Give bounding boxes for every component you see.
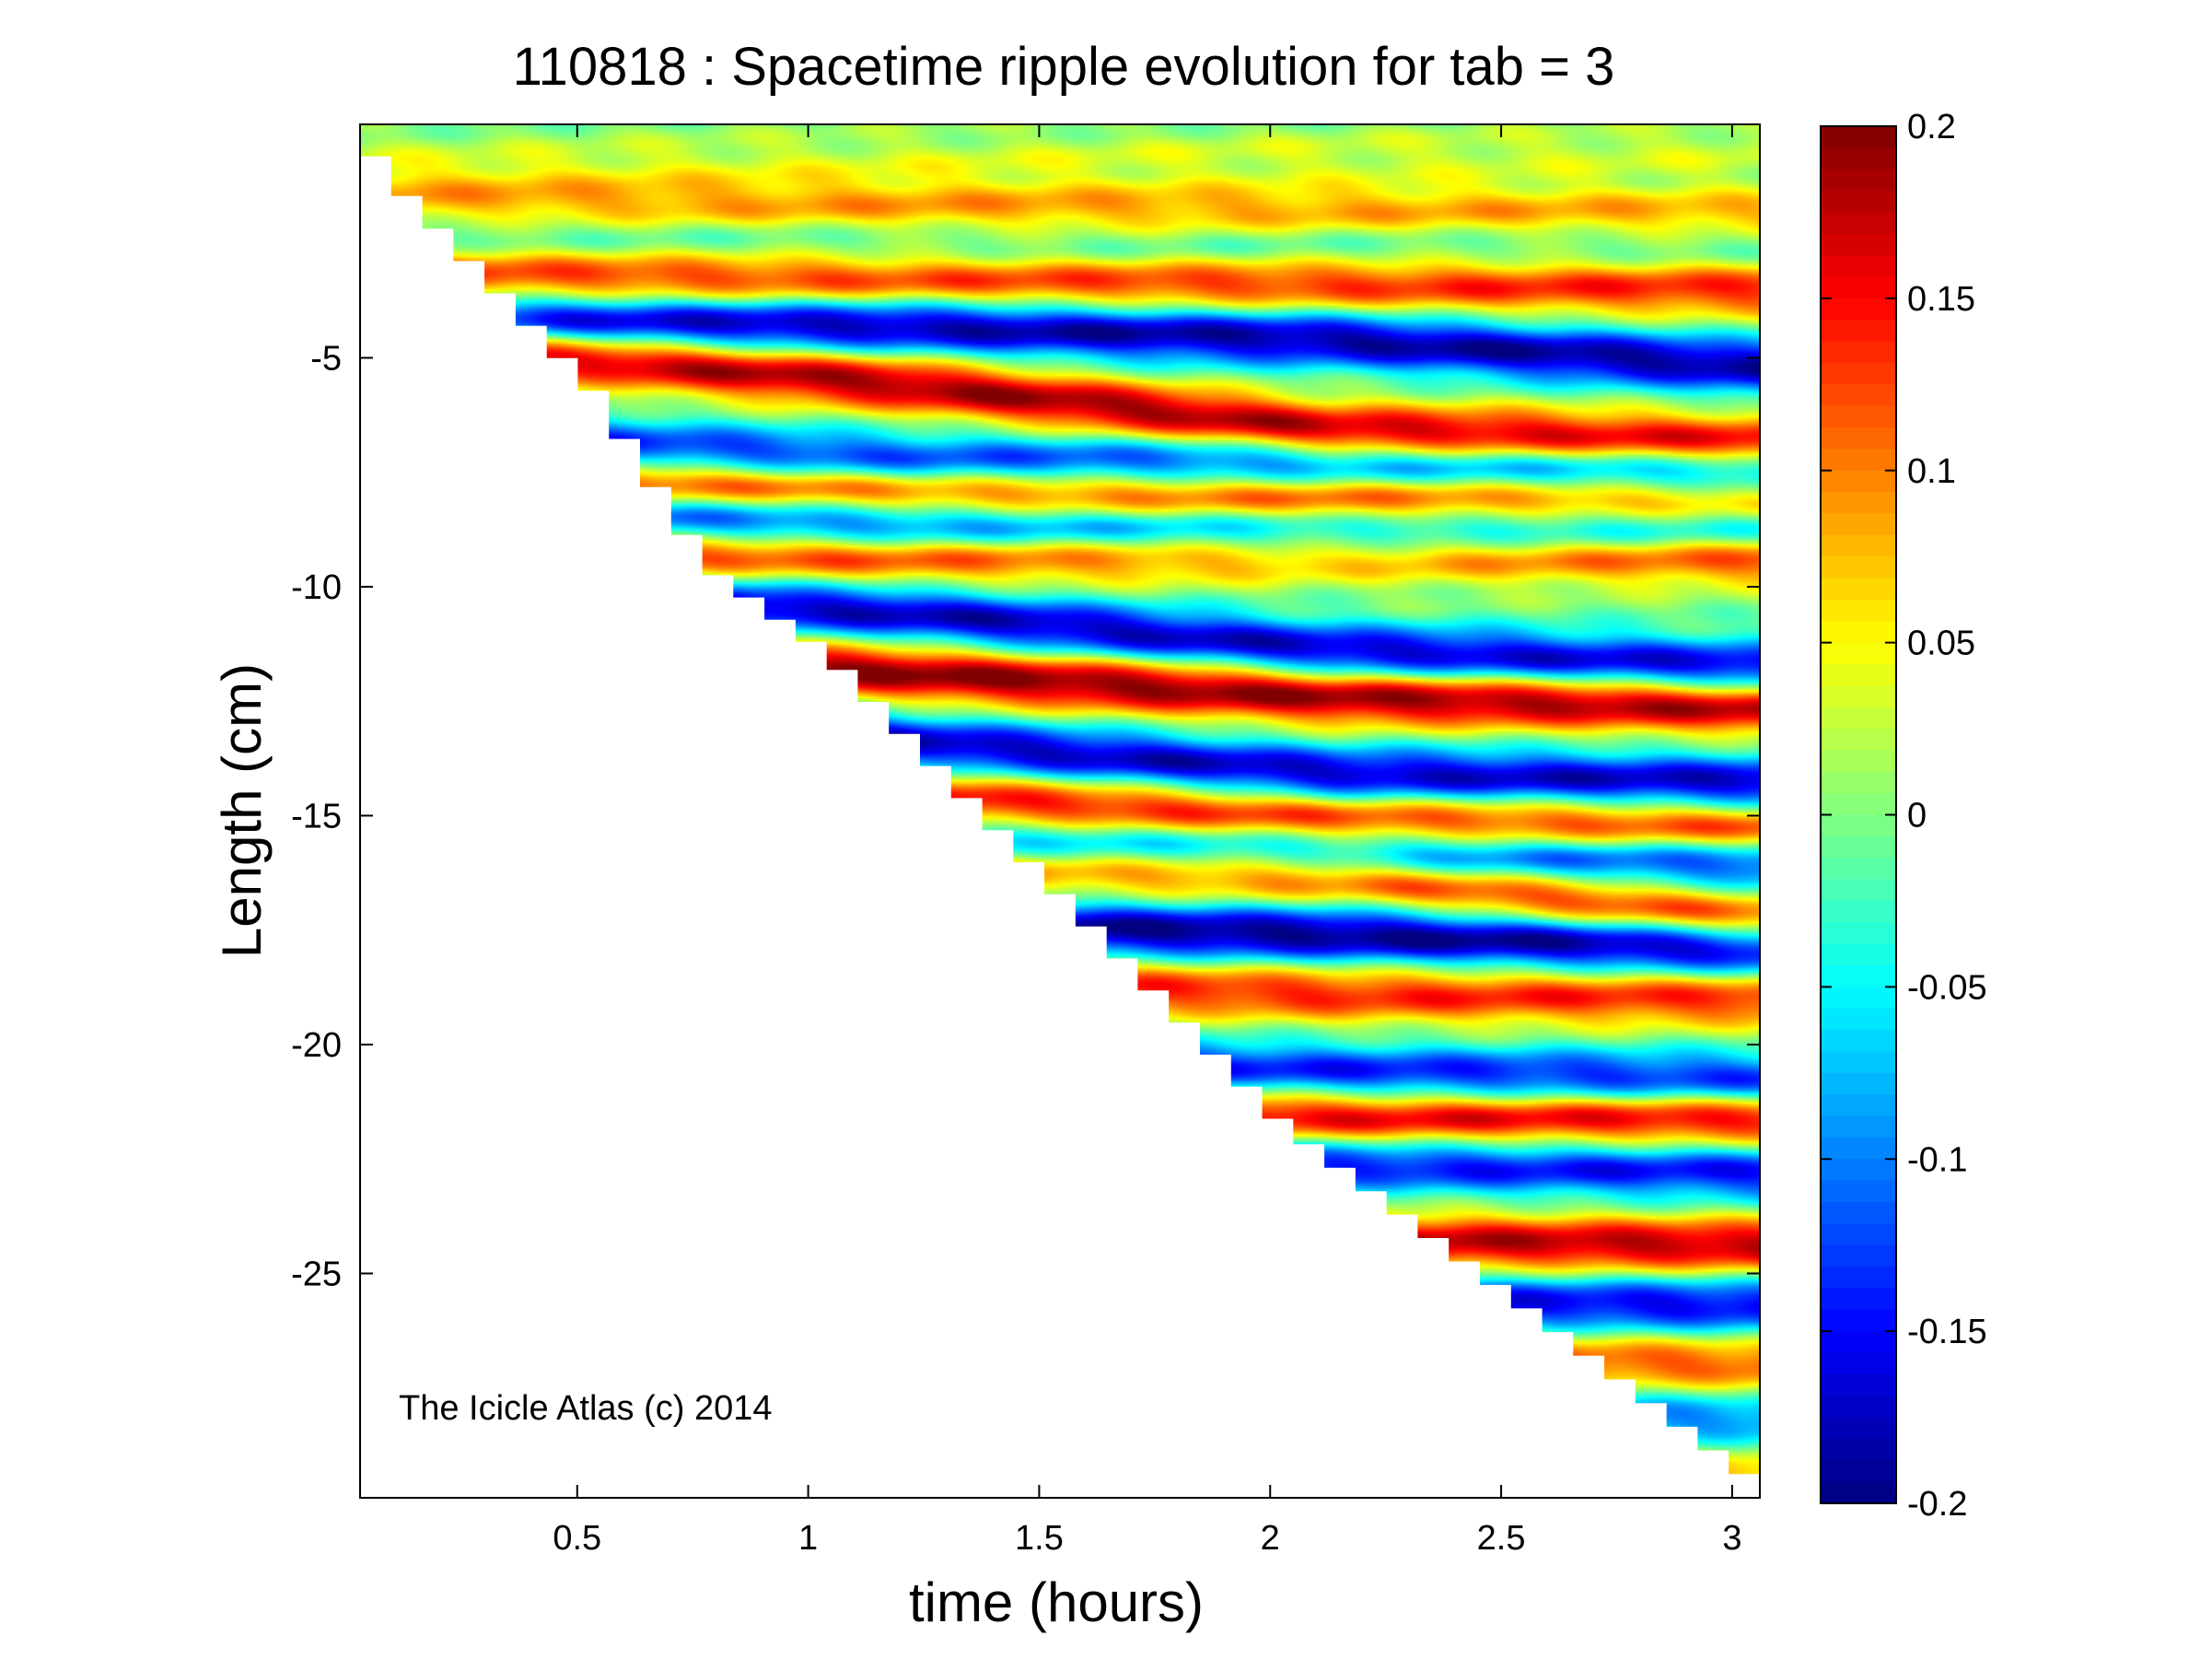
colorbar-strip [1821,771,1896,794]
colorbar-strip [1821,1116,1896,1139]
colorbar-strip [1821,987,1896,1010]
colorbar-strip [1821,556,1896,579]
colorbar-strip [1821,965,1896,988]
colorbar-strip [1821,1030,1896,1053]
colorbar-strip [1821,793,1896,816]
x-tick-label: 0.5 [553,1519,601,1558]
x-axis-ticks: 0.5 1 1.5 2 2.5 3 [553,124,1741,1558]
colorbar-strip [1821,663,1896,687]
colorbar-strip [1821,835,1896,859]
colorbar-strip [1821,384,1896,407]
colorbar-strip [1821,233,1896,256]
colorbar-strip [1821,621,1896,644]
colorbar-strip [1821,943,1896,966]
colorbar-strip [1821,1373,1896,1396]
colorbar-strip [1821,449,1896,472]
colorbar-tick-label: 0 [1907,797,1927,835]
colorbar-strip [1821,341,1896,364]
colorbar-tick-label: -0.15 [1907,1313,1987,1351]
y-axis-ticks: -5 -10 -15 -20 -25 [291,339,1760,1293]
x-axis-label: time (hours) [909,1571,1204,1633]
y-tick-label: -15 [291,797,342,835]
colorbar-strip [1821,492,1896,515]
colorbar-strip [1821,147,1896,170]
x-tick-label: 3 [1722,1519,1741,1558]
y-tick-label: -10 [291,568,342,607]
colorbar-strip [1821,1481,1896,1504]
colorbar-strip [1821,1460,1896,1483]
colorbar-strip [1821,1094,1896,1117]
plot-area: 0.5 1 1.5 2 2.5 3 -5 -10 -15 -20 -25 The Icicle A… [291,123,1761,1558]
colorbar-strip [1821,405,1896,428]
colorbar-strip [1821,879,1896,902]
colorbar-strip [1821,1417,1896,1440]
colorbar-strip [1821,1331,1896,1354]
watermark: The Icicle Atlas (c) 2014 [399,1389,773,1428]
y-tick-label: -25 [291,1255,342,1293]
colorbar-strip [1821,1396,1896,1419]
colorbar-tick-label: 0.15 [1907,280,1975,319]
colorbar-strip [1821,320,1896,343]
colorbar-tick-label: 0.05 [1907,625,1975,663]
colorbar-strip [1821,642,1896,665]
colorbar-strip [1821,513,1896,536]
colorbar-strip [1821,685,1896,708]
colorbar-strip [1821,814,1896,837]
colorbar-tick-label: -0.2 [1907,1485,1967,1524]
x-tick-label: 1 [798,1519,818,1558]
colorbar-ticks: 0.2 0.15 0.1 0.05 0 -0.05 -0.1 -0.15 -0.2 [1821,108,1987,1524]
colorbar-tick-label: -0.1 [1907,1140,1967,1179]
colorbar-strip [1821,1223,1896,1246]
y-tick-label: -5 [310,339,342,378]
x-tick-label: 1.5 [1015,1519,1064,1558]
colorbar-strip [1821,1288,1896,1311]
colorbar-strip [1821,750,1896,773]
colorbar-strip [1821,1309,1896,1332]
colorbar-strip [1821,1008,1896,1031]
colorbar-strip [1821,276,1896,299]
colorbar-strip [1821,1072,1896,1095]
colorbar-gradient [1821,126,1896,1504]
y-axis-label: Length (cm) [211,663,273,958]
colorbar-strip [1821,922,1896,945]
colorbar-strip [1821,191,1896,214]
colorbar-strip [1821,858,1896,881]
colorbar-strip [1821,1201,1896,1225]
colorbar-strip [1821,298,1896,321]
colorbar-strip [1821,1267,1896,1290]
colorbar-strip [1821,255,1896,278]
colorbar-strip [1821,707,1896,730]
chart-title: 110818 : Spacetime ripple evolution for … [513,37,1615,97]
colorbar-strip [1821,1244,1896,1268]
plot-frame [359,123,1761,1499]
colorbar-strip [1821,1180,1896,1203]
colorbar-strip [1821,1051,1896,1074]
colorbar-tick-label: -0.05 [1907,968,1987,1007]
unfrozen-region-mask [360,156,1760,1498]
colorbar: 0.2 0.15 0.1 0.05 0 -0.05 -0.1 -0.15 -0.2 [1820,108,1987,1524]
colorbar-strip [1821,470,1896,493]
colorbar-strip [1821,1352,1896,1375]
colorbar-strip [1821,1438,1896,1462]
y-tick-label: -20 [291,1026,342,1065]
colorbar-strip [1821,1159,1896,1182]
colorbar-tick-label: 0.2 [1907,108,1956,146]
colorbar-strip [1821,1137,1896,1161]
colorbar-tick-label: 0.1 [1907,452,1956,491]
colorbar-strip [1821,126,1896,149]
x-tick-label: 2.5 [1477,1519,1526,1558]
colorbar-strip [1821,534,1896,557]
colorbar-strip [1821,599,1896,623]
colorbar-strip [1821,729,1896,752]
colorbar-strip [1821,212,1896,235]
x-tick-label: 2 [1261,1519,1280,1558]
colorbar-strip [1821,900,1896,924]
colorbar-strip [1821,362,1896,386]
colorbar-strip [1821,169,1896,192]
colorbar-strip [1821,578,1896,601]
colorbar-strip [1821,427,1896,450]
